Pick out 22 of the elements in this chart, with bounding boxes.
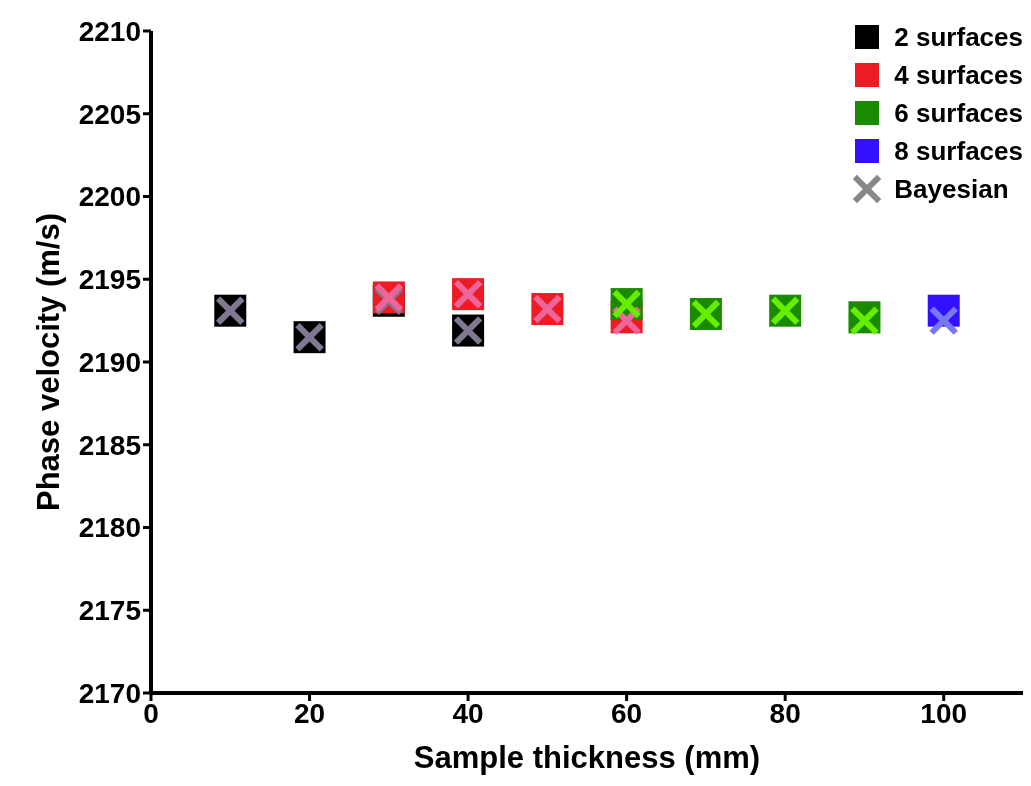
x-tick-label: 100 bbox=[920, 697, 968, 729]
y-tick-label: 2170 bbox=[78, 677, 141, 709]
legend-label: 2 surfaces bbox=[894, 21, 1023, 53]
x-tick-label: 20 bbox=[293, 697, 326, 729]
y-tick-label: 2205 bbox=[78, 98, 141, 130]
x-tick-label: 60 bbox=[611, 697, 643, 729]
x-tick-label: 40 bbox=[452, 697, 484, 729]
legend-label: 6 surfaces bbox=[894, 97, 1023, 129]
y-tick-label: 2200 bbox=[78, 181, 141, 213]
y-axis-title: Phase velocity (m/s) bbox=[31, 212, 67, 512]
y-tick-label: 2175 bbox=[78, 595, 141, 627]
x-tick-label: 0 bbox=[143, 697, 159, 729]
y-tick-label: 2210 bbox=[78, 15, 141, 47]
y-tick-label: 2195 bbox=[78, 264, 141, 296]
y-tick-label: 2190 bbox=[78, 346, 141, 378]
legend-label: Bayesian bbox=[894, 173, 1009, 205]
y-tick-label: 2180 bbox=[78, 512, 141, 544]
x-tick-label: 80 bbox=[769, 697, 801, 729]
y-tick-label: 2185 bbox=[78, 429, 141, 461]
legend-label: 8 surfaces bbox=[894, 135, 1023, 167]
legend-label: 4 surfaces bbox=[894, 59, 1023, 91]
x-axis-title: Sample thickness (mm) bbox=[413, 740, 761, 775]
